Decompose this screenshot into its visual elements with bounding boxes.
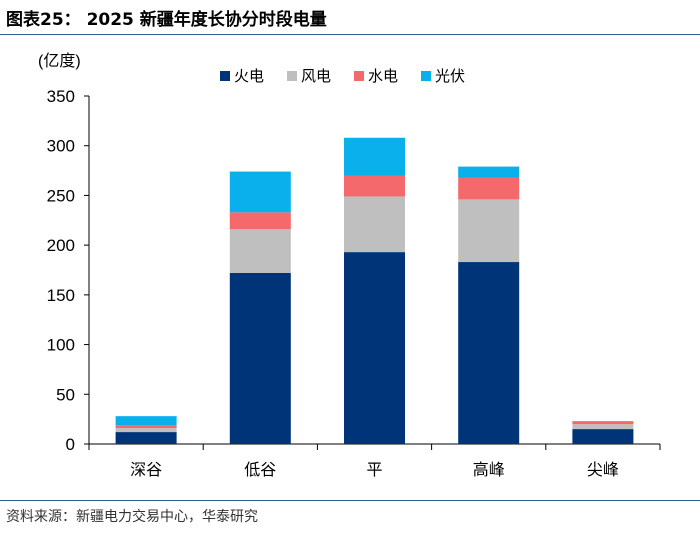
legend: 火电 风电 水电 光伏 xyxy=(220,68,465,85)
bar-segment xyxy=(344,175,405,197)
bar-segment xyxy=(458,199,520,263)
bar-segment xyxy=(115,428,177,433)
y-tick-label: 350 xyxy=(47,87,75,106)
legend-label: 水电 xyxy=(368,68,398,85)
bar-segment xyxy=(572,429,634,444)
y-axis-label: (亿度) xyxy=(38,52,81,70)
source-note: 资料来源：新疆电力交易中心，华泰研究 xyxy=(6,509,258,525)
legend-label: 风电 xyxy=(301,68,331,85)
bar-segment xyxy=(458,177,520,200)
bars xyxy=(115,137,634,444)
bar-segment xyxy=(229,212,291,230)
x-tick-label: 深谷 xyxy=(130,461,162,479)
bar-segment xyxy=(458,166,520,178)
legend-label: 火电 xyxy=(234,68,264,85)
y-tick-label: 300 xyxy=(47,137,75,156)
figure-title: 图表25： 2025 新疆年度长协分时段电量 xyxy=(6,10,327,30)
bar-segment xyxy=(115,425,177,429)
x-tick-label: 尖峰 xyxy=(587,461,619,479)
bar-segment xyxy=(229,171,291,213)
y-tick-labels: 0 50 100 150 200 250 300 350 xyxy=(47,87,75,454)
bar-segment xyxy=(572,424,634,430)
bar-segment xyxy=(458,262,520,444)
y-tick-label: 0 xyxy=(66,435,75,454)
legend-label: 光伏 xyxy=(435,68,465,85)
x-tick-label: 低谷 xyxy=(244,461,276,479)
bar-segment xyxy=(344,196,405,253)
bottom-rule xyxy=(0,500,700,501)
bar-segment xyxy=(115,432,177,444)
x-tick-label: 平 xyxy=(366,462,382,479)
x-tick-labels: 深谷 低谷 平 高峰 尖峰 xyxy=(130,461,619,479)
legend-swatch xyxy=(421,71,431,81)
bar-segment xyxy=(572,421,634,425)
bar-segment xyxy=(115,416,177,426)
bar-segment xyxy=(344,252,405,444)
legend-swatch xyxy=(287,71,297,81)
bar-segment xyxy=(229,229,291,273)
y-tick-label: 50 xyxy=(56,385,75,404)
bar-segment xyxy=(344,137,405,176)
bar-segment xyxy=(229,272,291,444)
y-tick-label: 200 xyxy=(47,236,75,255)
top-rule xyxy=(0,34,700,35)
legend-swatch xyxy=(220,71,230,81)
y-tick-label: 100 xyxy=(47,336,75,355)
y-tick-label: 150 xyxy=(47,286,75,305)
legend-swatch xyxy=(354,71,364,81)
x-tick-label: 高峰 xyxy=(473,461,505,479)
y-tick-label: 250 xyxy=(47,186,75,205)
